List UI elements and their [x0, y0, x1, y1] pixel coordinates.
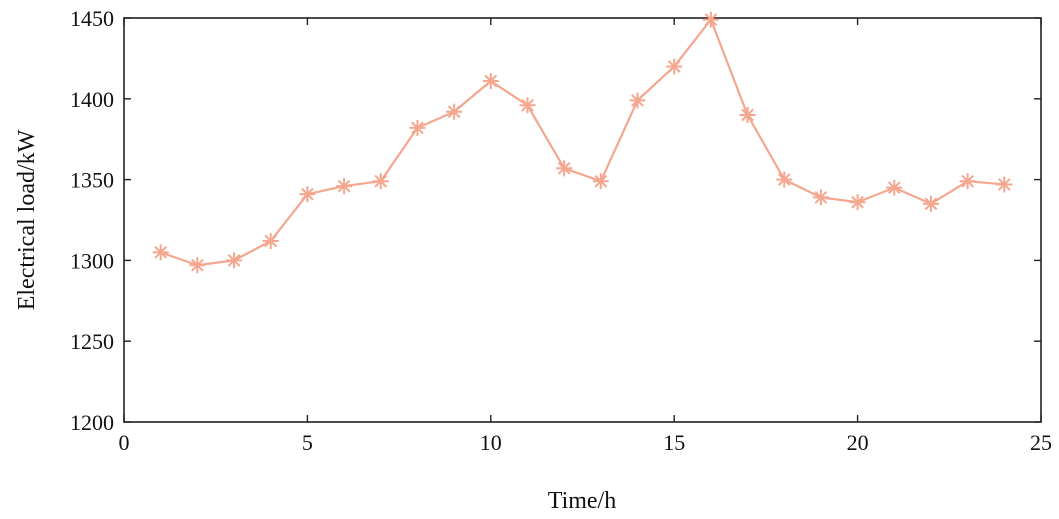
data-point	[226, 252, 243, 269]
data-point	[409, 119, 426, 136]
x-tick-label: 10	[480, 430, 502, 455]
y-tick-label: 1450	[70, 6, 114, 31]
x-tick-label: 0	[119, 430, 130, 455]
y-tick-label: 1300	[70, 248, 114, 273]
data-point	[446, 103, 463, 120]
y-axis: 1200 1250 1300 1350 1400 1450	[70, 6, 1041, 435]
data-point	[739, 106, 756, 123]
x-tick-label: 25	[1030, 430, 1052, 455]
data-point	[886, 179, 903, 196]
data-point	[776, 171, 793, 188]
data-point	[702, 11, 719, 28]
data-point	[592, 173, 609, 190]
data-point	[482, 73, 499, 90]
y-tick-label: 1250	[70, 329, 114, 354]
series-markers	[152, 11, 1013, 274]
x-tick-label: 20	[847, 430, 869, 455]
x-axis: 0 5 10 15 20 25	[119, 18, 1052, 455]
data-point	[519, 97, 536, 114]
data-point	[629, 92, 646, 109]
data-point	[152, 244, 169, 261]
y-axis-label: Electrical load/kW	[14, 129, 40, 310]
y-tick-label: 1350	[70, 168, 114, 193]
data-point	[922, 195, 939, 212]
data-point	[262, 233, 279, 250]
data-point	[849, 194, 866, 211]
data-point	[666, 58, 683, 75]
y-tick-label: 1400	[70, 87, 114, 112]
data-point	[812, 189, 829, 206]
data-point	[996, 176, 1013, 193]
data-point	[189, 257, 206, 274]
x-tick-label: 5	[302, 430, 313, 455]
x-axis-label: Time/h	[548, 488, 616, 514]
data-point	[336, 178, 353, 195]
data-point	[372, 173, 389, 190]
data-point	[556, 160, 573, 177]
data-point	[299, 186, 316, 203]
plot-frame	[123, 17, 1042, 423]
series-line	[160, 18, 1005, 267]
data-point	[959, 173, 976, 190]
y-tick-label: 1200	[70, 410, 114, 435]
x-tick-label: 15	[663, 430, 685, 455]
